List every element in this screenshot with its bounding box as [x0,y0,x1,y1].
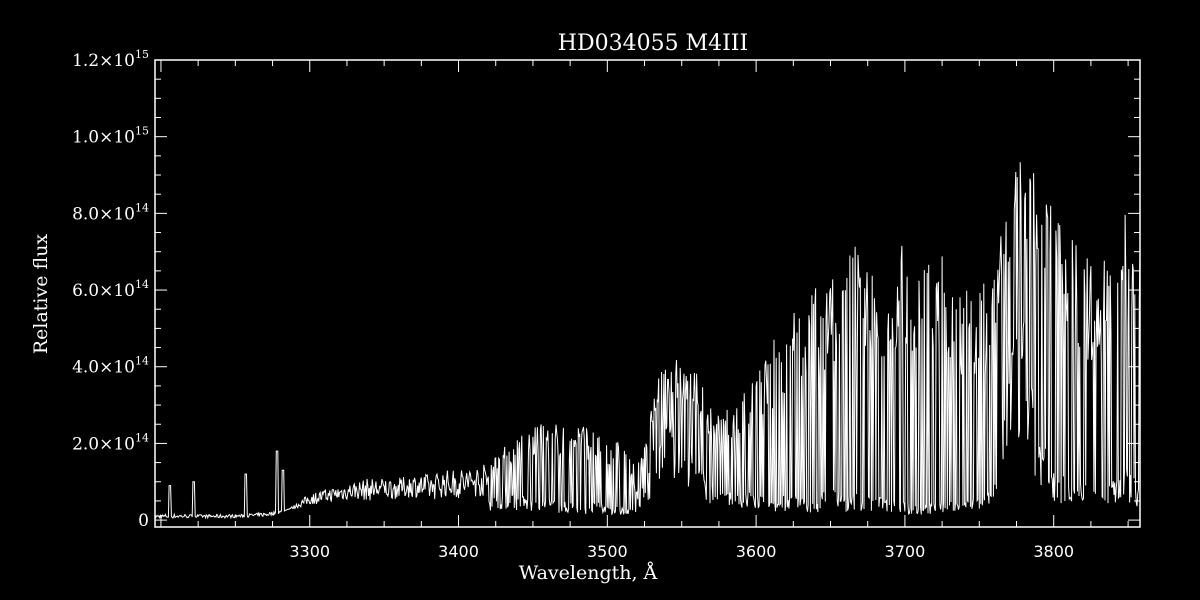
x-axis-label: Wavelength, Å [519,562,658,584]
y-tick-label: 0 [138,511,149,531]
chart-title: HD034055 M4III [558,31,748,56]
y-tick-exponent: 15 [135,48,149,61]
y-tick-exponent: 14 [135,355,149,368]
plot-frame [154,59,1141,528]
x-tick-label: 3500 [587,542,628,561]
y-tick-mantissa: 4.0×10 [72,358,135,378]
y-tick-label: 8.0×1014 [72,201,149,224]
y-tick-exponent: 15 [135,125,149,138]
spectrum-line [154,162,1141,520]
y-tick-label: 4.0×1014 [72,355,149,378]
x-tick-label: 3300 [289,542,330,561]
y-tick-label: 2.0×1014 [72,431,149,454]
y-tick-exponent: 14 [135,431,149,444]
y-tick-labels: 02.0×10144.0×10146.0×10148.0×10141.0×101… [72,48,149,531]
y-tick-mantissa: 8.0×10 [72,204,135,224]
x-tick-label: 3400 [438,542,479,561]
y-tick-label: 6.0×1014 [72,278,149,301]
y-tick-mantissa: 0 [138,511,149,531]
x-tick-label: 3800 [1033,542,1074,561]
y-tick-mantissa: 2.0×10 [72,434,135,454]
y-tick-mantissa: 1.0×10 [72,128,135,148]
y-tick-label: 1.2×1015 [72,48,149,71]
y-tick-exponent: 14 [135,278,149,291]
x-tick-labels: 3300 3400 3500 3600 3700 3800 [289,542,1074,561]
y-axis-label: Relative flux [30,234,52,355]
x-tick-label: 3700 [885,542,926,561]
y-tick-label: 1.0×1015 [72,125,149,148]
y-tick-mantissa: 6.0×10 [72,281,135,301]
y-tick-exponent: 14 [135,201,149,214]
y-tick-mantissa: 1.2×10 [72,51,135,71]
x-tick-label: 3600 [736,542,777,561]
